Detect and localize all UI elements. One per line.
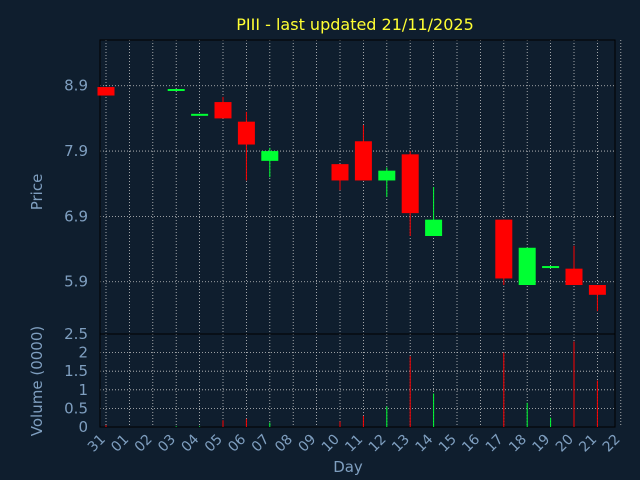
candle-body [331, 164, 349, 181]
day-tick-label: 03 [155, 432, 179, 456]
candle-19 [542, 266, 560, 269]
candle-body [425, 219, 443, 236]
price-grid [100, 40, 622, 334]
candle-body [518, 247, 536, 285]
day-tick-label: 11 [342, 432, 366, 456]
volume-bar-series [105, 341, 598, 427]
candle-31 [97, 87, 115, 96]
day-tick-label: 16 [459, 431, 483, 455]
volume-tick-label: 0.5 [64, 399, 88, 417]
day-tick-label: 20 [553, 432, 577, 456]
candle-04 [191, 113, 209, 116]
day-axis-label: Day [333, 458, 363, 476]
candle-18 [518, 247, 536, 285]
candle-21 [588, 285, 606, 312]
candle-06 [237, 111, 255, 181]
day-tick-label: 18 [506, 432, 530, 456]
day-tick-label: 15 [436, 432, 460, 456]
candle-13 [401, 151, 419, 236]
candle-body [97, 87, 115, 96]
candle-body [167, 89, 185, 91]
day-tick-label: 02 [132, 432, 156, 456]
price-tick-label: 5.9 [64, 273, 88, 291]
day-tick-label: 17 [483, 432, 507, 456]
day-tick-label: 08 [272, 432, 296, 456]
candle-body [495, 219, 513, 279]
volume-grid [100, 333, 622, 428]
candle-body [191, 113, 209, 116]
candle-body [378, 170, 396, 181]
day-tick-label: 05 [202, 432, 226, 456]
price-tick-label: 8.9 [64, 77, 88, 95]
candle-10 [331, 164, 349, 191]
candle-14 [425, 187, 443, 236]
candle-body [542, 266, 560, 269]
day-tick-label: 01 [108, 432, 132, 456]
day-tick-label: 22 [600, 432, 624, 456]
price-axis-label: Price [28, 174, 46, 211]
price-tick-label: 6.9 [64, 207, 88, 225]
day-tick-label: 19 [530, 432, 554, 456]
candle-17 [495, 219, 513, 285]
day-tick-label: 31 [85, 432, 109, 456]
volume-tick-label: 1.5 [64, 362, 88, 380]
candle-body [401, 154, 419, 214]
price-plot-frame [99, 39, 616, 335]
candle-body [214, 102, 232, 119]
candle-body [261, 151, 279, 161]
day-tick-label: 14 [413, 431, 437, 455]
volume-axis: 2.521.510.50 [64, 325, 88, 436]
volume-plot-frame [99, 333, 616, 428]
day-tick-label: 12 [366, 432, 390, 456]
volume-tick-label: 0 [78, 418, 88, 436]
candle-12 [378, 167, 396, 197]
day-tick-label: 13 [389, 432, 413, 456]
day-axis: 31 01 02 03 04 05 06 07 08 09 10 11 12 13 14 15 16 17 18 19… [85, 431, 624, 455]
candle-body [354, 141, 372, 181]
day-tick-label: 09 [296, 432, 320, 456]
day-tick-label: 21 [576, 432, 600, 456]
price-tick-label: 7.9 [64, 142, 88, 160]
volume-tick-label: 2.5 [64, 325, 88, 343]
candle-05 [214, 96, 232, 119]
day-tick-label: 06 [225, 431, 249, 455]
volume-tick-label: 1 [78, 381, 88, 399]
candle-11 [354, 124, 372, 181]
candle-body [588, 285, 606, 295]
chart-title: PIII - last updated 21/11/2025 [236, 15, 474, 34]
volume-tick-label: 2 [78, 344, 88, 362]
day-tick-label: 07 [249, 432, 273, 456]
candle-07 [261, 147, 279, 178]
day-tick-label: 04 [179, 431, 203, 455]
candlestick-series [97, 87, 606, 312]
candle-body [237, 121, 255, 145]
candle-20 [565, 245, 583, 285]
candle-body [565, 268, 583, 285]
day-tick-label: 10 [319, 432, 343, 456]
candle-03 [167, 89, 185, 91]
volume-axis-label: Volume (0000) [28, 326, 46, 436]
price-axis: 8.9 7.9 6.9 5.9 [64, 77, 88, 291]
